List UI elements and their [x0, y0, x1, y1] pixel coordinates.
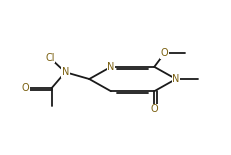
Text: O: O: [150, 104, 158, 114]
Text: N: N: [62, 67, 69, 77]
Text: N: N: [107, 62, 115, 72]
Text: O: O: [21, 83, 29, 93]
Text: Cl: Cl: [45, 53, 55, 63]
Text: N: N: [172, 74, 180, 84]
Text: O: O: [161, 48, 168, 58]
